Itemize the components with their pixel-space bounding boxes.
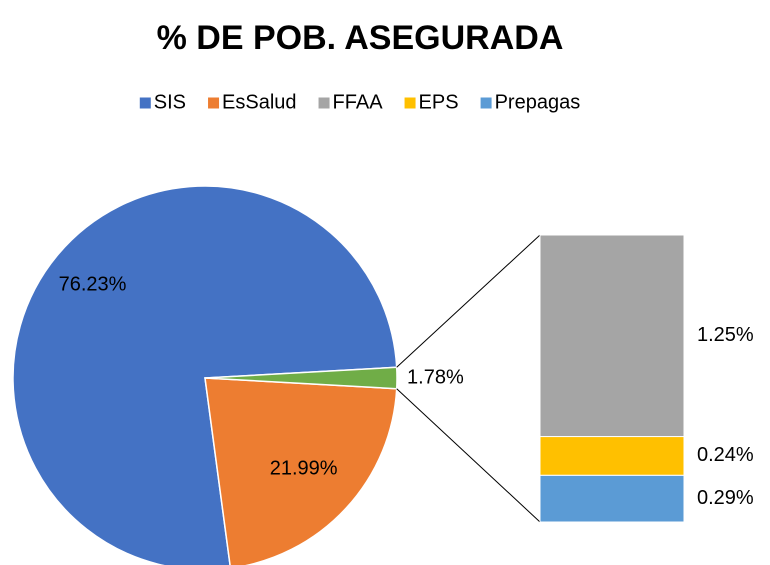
bar-segment xyxy=(539,474,685,523)
legend-label: SIS xyxy=(154,91,186,113)
data-label: 21.99% xyxy=(270,458,338,480)
legend-label: FFAA xyxy=(333,91,384,113)
legend-swatch xyxy=(480,97,492,109)
pie-slice xyxy=(204,377,398,565)
data-label: 1.25% xyxy=(697,324,754,346)
data-label: 1.78% xyxy=(407,366,464,388)
legend-label: EPS xyxy=(419,91,459,113)
legend-swatch xyxy=(139,97,151,109)
data-label: 0.24% xyxy=(697,444,754,466)
connector xyxy=(396,388,541,523)
legend-label: Prepagas xyxy=(495,91,581,113)
bar-segment xyxy=(539,234,685,438)
legend-swatch xyxy=(318,97,330,109)
pie-slice xyxy=(204,366,398,390)
chart-title: % DE POB. ASEGURADA xyxy=(157,19,564,57)
legend-label: EsSalud xyxy=(222,91,297,113)
legend-swatch xyxy=(404,97,416,109)
legend-swatch xyxy=(208,97,220,109)
pie-slice xyxy=(12,185,398,565)
data-label: 0.29% xyxy=(697,487,754,509)
connector xyxy=(396,234,541,368)
bar-segment xyxy=(539,436,685,476)
data-label: 76.23% xyxy=(59,273,127,295)
